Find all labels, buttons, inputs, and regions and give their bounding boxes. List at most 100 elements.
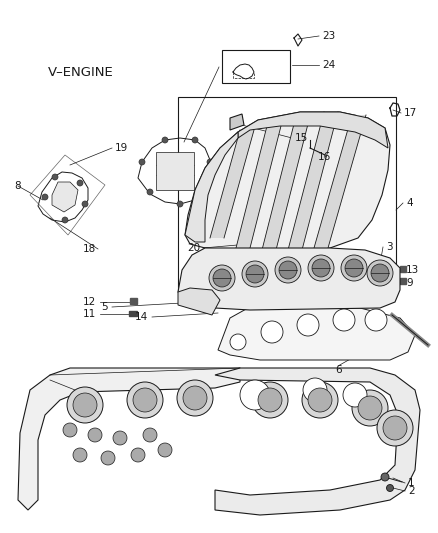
Circle shape <box>133 388 157 412</box>
Circle shape <box>113 431 127 445</box>
Circle shape <box>62 217 68 223</box>
Polygon shape <box>262 116 310 250</box>
Polygon shape <box>210 130 254 238</box>
Circle shape <box>333 309 355 331</box>
Circle shape <box>88 428 102 442</box>
Circle shape <box>312 259 330 277</box>
Circle shape <box>252 382 288 418</box>
Text: 4: 4 <box>406 198 413 208</box>
Polygon shape <box>38 172 88 222</box>
Circle shape <box>213 269 231 287</box>
Text: 12: 12 <box>83 297 96 307</box>
Text: 9: 9 <box>406 278 413 288</box>
Polygon shape <box>52 182 78 212</box>
Circle shape <box>73 448 87 462</box>
Text: 24: 24 <box>322 60 335 70</box>
Circle shape <box>386 484 393 491</box>
Text: 18: 18 <box>83 244 96 254</box>
Circle shape <box>381 473 389 481</box>
Circle shape <box>303 378 327 402</box>
Circle shape <box>377 410 413 446</box>
Bar <box>258 280 263 288</box>
Polygon shape <box>236 122 282 248</box>
Circle shape <box>341 255 367 281</box>
Circle shape <box>131 448 145 462</box>
Circle shape <box>358 396 382 420</box>
Circle shape <box>302 382 338 418</box>
Text: 5: 5 <box>101 302 108 312</box>
Circle shape <box>345 259 363 277</box>
Polygon shape <box>230 114 244 130</box>
Circle shape <box>183 386 207 410</box>
Circle shape <box>246 265 264 283</box>
Circle shape <box>202 185 208 191</box>
Circle shape <box>367 260 393 286</box>
Text: 3: 3 <box>386 242 392 252</box>
Text: 6: 6 <box>335 365 342 375</box>
Text: 13: 13 <box>406 265 419 275</box>
Circle shape <box>279 261 297 279</box>
Circle shape <box>261 321 283 343</box>
Polygon shape <box>138 138 210 204</box>
Bar <box>129 311 137 316</box>
Polygon shape <box>238 112 388 148</box>
Text: 16: 16 <box>318 152 331 162</box>
Circle shape <box>365 309 387 331</box>
Circle shape <box>158 443 172 457</box>
Circle shape <box>209 265 235 291</box>
Text: 21: 21 <box>187 265 200 275</box>
Text: 14: 14 <box>135 312 148 322</box>
Text: 8: 8 <box>14 181 21 191</box>
Circle shape <box>162 137 168 143</box>
Circle shape <box>308 388 332 412</box>
Text: 20: 20 <box>187 243 200 253</box>
Circle shape <box>308 255 334 281</box>
Text: 7: 7 <box>221 62 228 72</box>
Polygon shape <box>218 308 415 360</box>
Circle shape <box>242 261 268 287</box>
Circle shape <box>73 393 97 417</box>
Text: 15: 15 <box>295 133 308 143</box>
Circle shape <box>207 159 213 165</box>
Polygon shape <box>215 368 420 515</box>
Bar <box>400 278 406 284</box>
Bar <box>130 298 137 304</box>
Circle shape <box>177 201 183 207</box>
Polygon shape <box>178 288 220 315</box>
Circle shape <box>297 314 319 336</box>
Bar <box>178 97 396 292</box>
Polygon shape <box>18 368 240 510</box>
Polygon shape <box>185 132 238 242</box>
Circle shape <box>343 383 367 407</box>
Bar <box>156 152 194 190</box>
Bar <box>222 50 290 83</box>
Text: 2: 2 <box>408 486 415 496</box>
Text: V–ENGINE: V–ENGINE <box>48 66 114 78</box>
Circle shape <box>63 423 77 437</box>
Polygon shape <box>288 112 338 250</box>
Circle shape <box>139 159 145 165</box>
Circle shape <box>127 382 163 418</box>
Circle shape <box>67 387 103 423</box>
Circle shape <box>240 380 270 410</box>
Text: 17: 17 <box>404 108 417 118</box>
Text: 1: 1 <box>408 478 415 488</box>
Circle shape <box>42 194 48 200</box>
Circle shape <box>77 180 83 186</box>
Polygon shape <box>314 115 366 248</box>
Text: 22: 22 <box>238 63 251 73</box>
Circle shape <box>52 174 58 180</box>
Circle shape <box>177 380 213 416</box>
Circle shape <box>230 334 246 350</box>
Circle shape <box>143 428 157 442</box>
Text: 11: 11 <box>83 309 96 319</box>
Circle shape <box>371 264 389 282</box>
Text: 23: 23 <box>322 31 335 41</box>
Text: 10: 10 <box>197 280 210 290</box>
Polygon shape <box>185 112 390 252</box>
Circle shape <box>147 189 153 195</box>
Circle shape <box>275 257 301 283</box>
Circle shape <box>352 390 388 426</box>
Circle shape <box>101 451 115 465</box>
Circle shape <box>383 416 407 440</box>
